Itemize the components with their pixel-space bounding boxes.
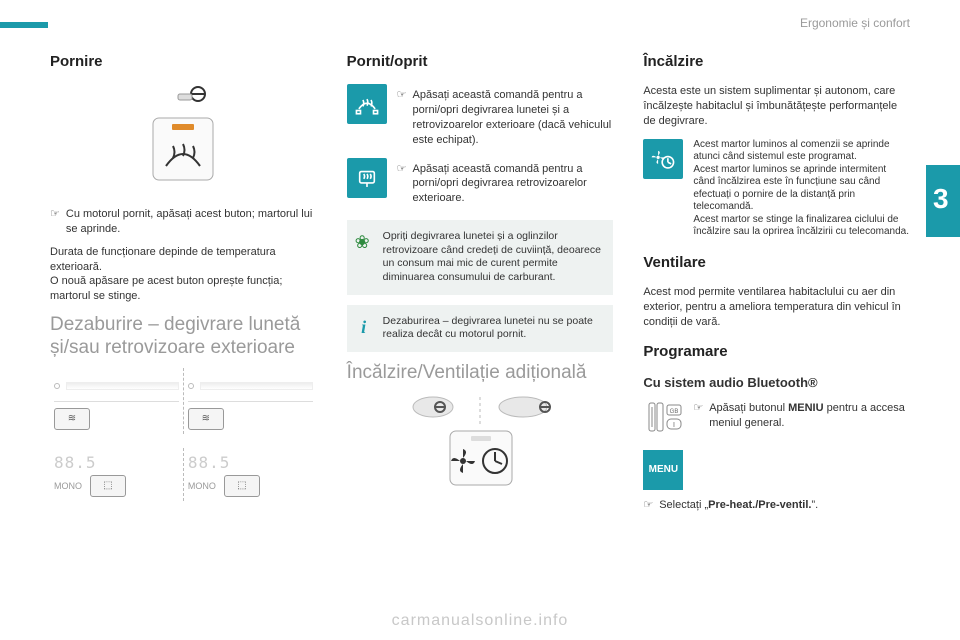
col3-para1: Acesta este un sistem suplimentar și aut… — [643, 84, 910, 129]
fan-clock-icon — [643, 139, 683, 179]
col1-para1: Durata de funcționare depinde de tempera… — [50, 245, 317, 275]
col1-bullet: ☞ Cu motorul pornit, apăsați acest buton… — [50, 207, 317, 237]
defrost-rear-button-left: ≋ — [54, 408, 90, 430]
aux-heating-illustration — [347, 393, 614, 498]
temp-display-left: 88.5 — [54, 453, 97, 472]
pointer-mark: ☞ — [397, 162, 407, 207]
col1-para2: O nouă apăsare pe acest buton oprește fu… — [50, 274, 317, 304]
defrost-mirror-button-left: ⬚ — [90, 475, 126, 497]
eco-text: Opriți degivrarea lunetei și a oglinzilo… — [383, 230, 604, 285]
defrost-mirror-icon — [347, 158, 387, 198]
temp-display-right: 88.5 — [188, 453, 231, 472]
column-1: Pornire ☞ Cu motorul pornit, apăsați ace… — [50, 52, 317, 610]
mono-label-left: MONO — [54, 480, 82, 492]
col2-item1-text: Apăsați această comandă pentru a porni/o… — [413, 88, 614, 147]
col3-title2: Ventilare — [643, 253, 910, 273]
info-text: Dezaburirea – degivrarea lunetei nu se p… — [383, 315, 604, 342]
col3-title1: Încălzire — [643, 52, 910, 72]
col3-title3: Programare — [643, 342, 910, 362]
select-instruction: Selectați „Pre-heat./Pre-ventil.”. — [659, 498, 818, 513]
pointer-mark: ☞ — [693, 401, 703, 431]
audio-controls-icon: GB I — [643, 397, 683, 442]
defrost-mirror-button-right: ⬚ — [224, 475, 260, 497]
svg-text:GB: GB — [670, 409, 679, 415]
mono-label-right: MONO — [188, 480, 216, 492]
chapter-number: 3 — [933, 183, 949, 215]
header-accent-bar — [0, 22, 48, 28]
chapter-tab: 3 — [926, 165, 960, 237]
defrost-rear-mirror-icon — [347, 84, 387, 124]
menu-button-icon: MENU — [643, 450, 683, 490]
column-2: Pornit/oprit ☞ Apăsați această comandă p… — [347, 52, 614, 610]
info-callout: i Dezaburirea – degivrarea lunetei nu se… — [347, 305, 614, 352]
header-section-label: Ergonomie și confort — [800, 16, 910, 30]
info-icon: i — [355, 315, 373, 339]
eco-callout: ❀ Opriți degivrarea lunetei și a oglinzi… — [347, 220, 614, 295]
col1-title: Pornire — [50, 52, 317, 72]
pointer-mark: ☞ — [643, 498, 653, 513]
col2-title: Pornit/oprit — [347, 52, 614, 72]
watermark: carmanualsonline.info — [0, 612, 960, 630]
menu-instruction: Apăsați butonul MENIU pentru a accesa me… — [709, 401, 910, 431]
col3-sub3: Cu sistem audio Bluetooth® — [643, 374, 910, 392]
col2-item2-text: Apăsați această comandă pentru a porni/o… — [413, 162, 614, 207]
indicator-text: Acest martor luminos al comenzii se apri… — [693, 139, 910, 239]
dashboard-illustration: ≋ ≋ 88.5 MONO ⬚ — [50, 368, 317, 502]
svg-text:I: I — [673, 422, 675, 429]
col3-para2: Acest mod permite ventilarea habitaclulu… — [643, 285, 910, 330]
pointer-mark: ☞ — [50, 207, 60, 237]
col2-subheading: Încălzire/Ventilație adițională — [347, 362, 614, 385]
start-button-illustration — [50, 84, 317, 199]
column-3: Încălzire Acesta este un sistem suplimen… — [643, 52, 910, 610]
tree-icon: ❀ — [355, 230, 370, 254]
defrost-rear-button-right: ≋ — [188, 408, 224, 430]
col1-bullet-text: Cu motorul pornit, apăsați acest buton; … — [66, 207, 317, 237]
pointer-mark: ☞ — [397, 88, 407, 147]
col1-subheading: Dezaburire – degivrare lunetă și/sau ret… — [50, 314, 317, 360]
